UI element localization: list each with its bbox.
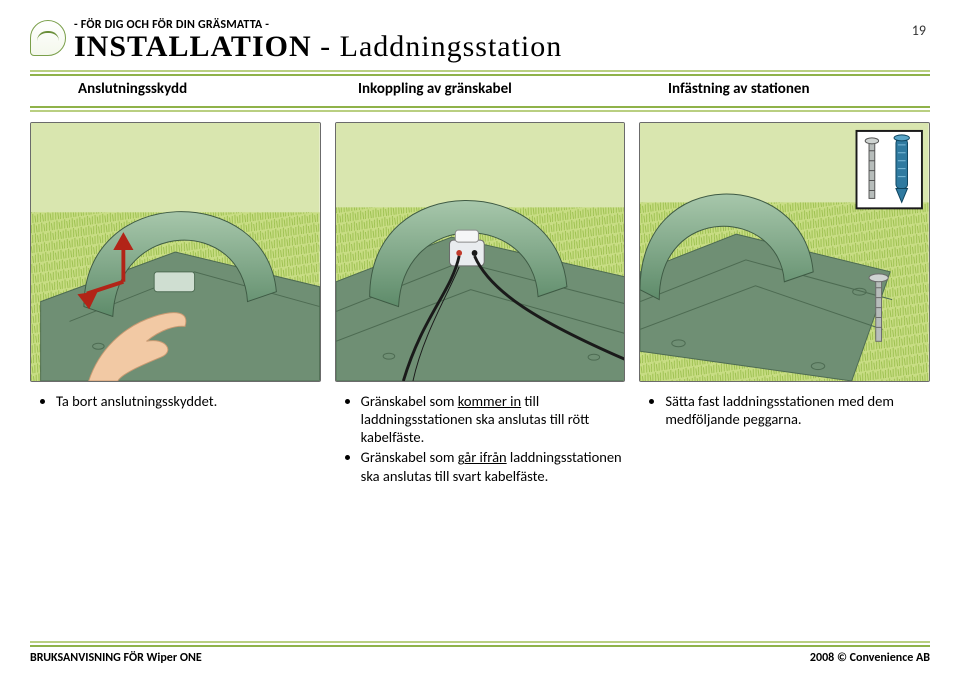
col2-bullet-2: Gränskabel som går ifrån laddningsstatio… — [361, 448, 626, 484]
text-underline: går ifrån — [458, 448, 507, 466]
illustration-remove-cover — [30, 122, 321, 382]
brand-logo — [30, 20, 66, 56]
col1-bullet-1: Ta bort anslutningsskyddet. — [56, 392, 321, 410]
subhead-col3: Infästning av stationen — [668, 80, 930, 98]
col3-bullet-1: Sätta fast laddningsstationen med dem me… — [665, 392, 930, 428]
divider — [30, 70, 930, 76]
col2-bullet-1: Gränskabel som kommer in till laddningss… — [361, 392, 626, 446]
col1-text: Ta bort anslutningsskyddet. — [30, 392, 321, 487]
title-strong: INSTALLATION — [74, 30, 312, 63]
footer-left: BRUKSANVISNING FÖR Wiper ONE — [30, 651, 202, 665]
divider — [30, 106, 930, 112]
footer-right: 2008 © Convenience AB — [810, 651, 930, 665]
illustration-fasten-station — [639, 122, 930, 382]
text-underline: kommer in — [458, 392, 521, 410]
page-number: 19 — [912, 18, 930, 39]
col2-text: Gränskabel som kommer in till laddningss… — [335, 392, 626, 487]
illustration-connect-cable — [335, 122, 626, 382]
col3-text: Sätta fast laddningsstationen med dem me… — [639, 392, 930, 487]
subhead-col2: Inkoppling av gränskabel — [358, 80, 668, 98]
text: Gränskabel som — [361, 448, 458, 466]
title-rest: - Laddningsstation — [312, 30, 563, 63]
subhead-col1: Anslutningsskydd — [78, 80, 358, 98]
text: Gränskabel som — [361, 392, 458, 410]
page-title: INSTALLATION - Laddningsstation — [74, 30, 904, 64]
